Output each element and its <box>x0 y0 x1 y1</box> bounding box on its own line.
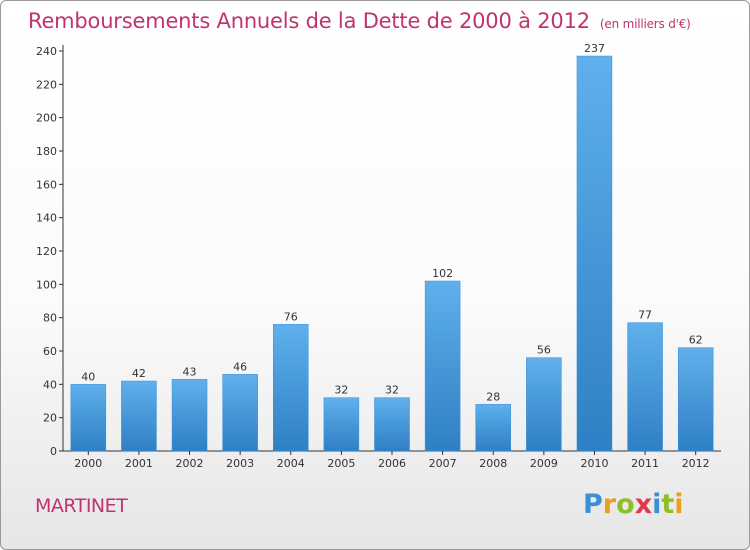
x-tick-label: 2002 <box>176 457 204 470</box>
y-tick-label: 140 <box>36 212 57 225</box>
bar <box>374 397 410 452</box>
chart-title: Remboursements Annuels de la Dette de 20… <box>28 9 691 33</box>
proxiti-logo: Proxiti <box>583 489 684 520</box>
data-label: 77 <box>638 309 652 322</box>
x-tick-label: 2006 <box>378 457 406 470</box>
data-label: 40 <box>81 370 95 383</box>
logo-letter: i <box>652 489 662 520</box>
y-tick-label: 200 <box>36 112 57 125</box>
x-tick-label: 2004 <box>277 457 305 470</box>
data-label: 102 <box>432 267 453 280</box>
bar <box>677 347 714 452</box>
data-label: 56 <box>537 344 551 357</box>
y-tick-label: 100 <box>36 278 57 291</box>
logo-letter: P <box>583 489 603 520</box>
y-tick-label: 60 <box>43 345 57 358</box>
data-label: 32 <box>334 384 348 397</box>
data-label: 76 <box>284 310 298 323</box>
data-label: 42 <box>132 367 146 380</box>
chart-unit: (en milliers d'€) <box>599 17 691 31</box>
y-tick-label: 0 <box>50 445 57 458</box>
y-tick-label: 20 <box>43 412 57 425</box>
x-tick-label: 2012 <box>682 457 710 470</box>
data-label: 237 <box>584 42 605 55</box>
data-label: 46 <box>233 360 247 373</box>
y-tick-label: 220 <box>36 78 57 91</box>
x-tick-label: 2009 <box>530 457 558 470</box>
logo-letter: r <box>602 489 617 520</box>
y-tick-label: 120 <box>36 245 57 258</box>
x-tick-label: 2010 <box>580 457 608 470</box>
y-tick-label: 80 <box>43 312 57 325</box>
logo-letter: x <box>634 489 653 520</box>
bar <box>576 55 613 452</box>
x-tick-label: 2000 <box>74 457 102 470</box>
x-tick-label: 2001 <box>125 457 153 470</box>
x-tick-label: 2005 <box>327 457 355 470</box>
bar <box>475 404 511 452</box>
data-label: 32 <box>385 384 399 397</box>
bar <box>222 374 258 452</box>
x-tick-label: 2007 <box>429 457 457 470</box>
y-tick-label: 40 <box>43 378 57 391</box>
commune-name: MARTINET <box>35 495 128 517</box>
logo-letter: o <box>616 489 635 520</box>
bar <box>323 397 360 452</box>
y-tick-label: 240 <box>36 45 57 58</box>
logo-letter: t <box>661 489 675 520</box>
logo-letter: i <box>674 489 684 520</box>
data-label: 62 <box>689 334 703 347</box>
bar <box>627 322 663 452</box>
y-tick-label: 160 <box>36 178 57 191</box>
x-tick-label: 2008 <box>479 457 507 470</box>
data-label: 43 <box>183 365 197 378</box>
bar <box>121 380 157 452</box>
bar <box>70 384 107 452</box>
x-tick-label: 2011 <box>631 457 659 470</box>
bar <box>273 324 309 452</box>
x-tick-label: 2003 <box>226 457 254 470</box>
bar <box>526 357 562 452</box>
bar <box>171 379 208 452</box>
y-tick-label: 180 <box>36 145 57 158</box>
data-label: 28 <box>486 390 500 403</box>
bar <box>424 280 461 452</box>
